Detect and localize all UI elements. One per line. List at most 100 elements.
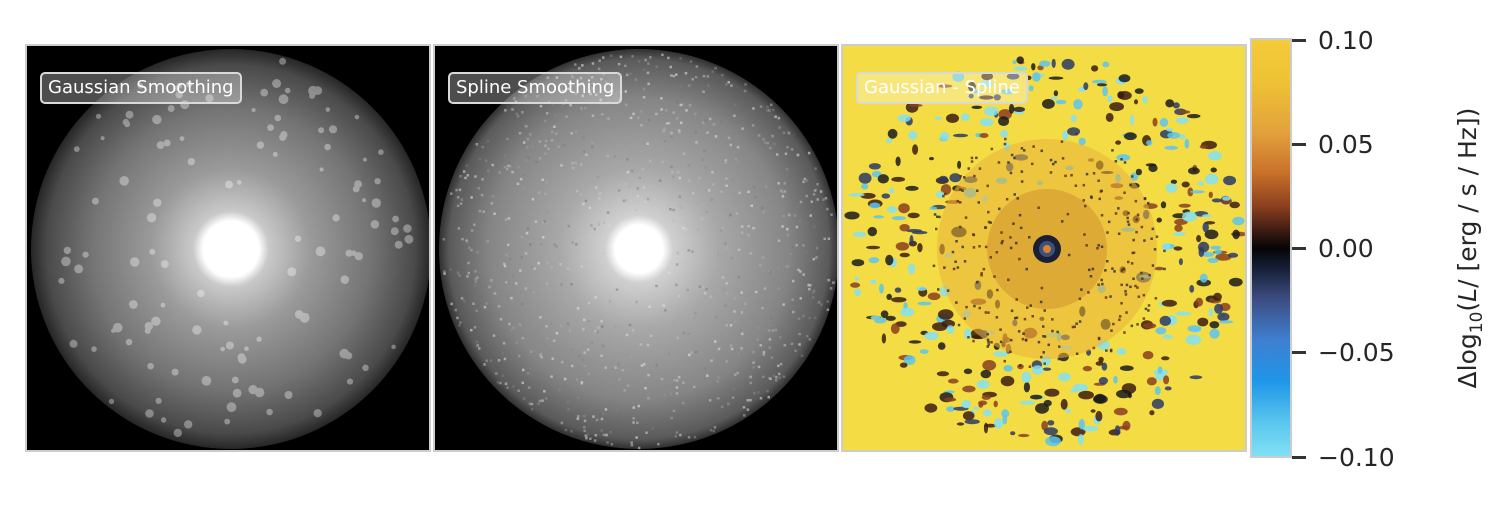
texture-blob [937, 342, 946, 350]
texture-grain [736, 371, 739, 375]
texture-blob [1065, 408, 1071, 414]
texture-speck [108, 398, 115, 405]
texture-blob [927, 292, 941, 301]
texture-speck [279, 57, 287, 65]
texture-dot [980, 272, 983, 275]
texture-blob [1002, 414, 1008, 425]
texture-dot [1052, 162, 1055, 166]
texture-grain [815, 246, 819, 250]
texture-grain [602, 433, 606, 437]
texture-dot [1042, 351, 1045, 354]
texture-blob [1113, 375, 1118, 384]
texture-grain [541, 178, 544, 181]
texture-grain [682, 331, 686, 335]
texture-blob [980, 369, 992, 379]
texture-dot [1107, 220, 1111, 224]
texture-grain [618, 378, 621, 381]
texture-grain [477, 187, 480, 190]
texture-grain [812, 291, 815, 294]
texture-grain [766, 109, 769, 112]
difference-image [843, 46, 1245, 450]
texture-dot [1114, 160, 1118, 163]
texture-grain [571, 75, 574, 79]
texture-dot [959, 225, 962, 229]
texture-grain [529, 243, 532, 246]
texture-blob [1202, 214, 1212, 218]
texture-grain [697, 228, 700, 231]
texture-blob [1083, 82, 1089, 91]
texture-grain [546, 210, 549, 214]
texture-grain [600, 429, 603, 432]
texture-grain [508, 258, 512, 261]
texture-grain [628, 185, 631, 189]
texture-grain [601, 388, 604, 392]
texture-dot [972, 246, 976, 249]
texture-grain [775, 376, 778, 379]
texture-grain [684, 71, 688, 75]
texture-blob [886, 293, 892, 300]
texture-grain [581, 82, 584, 85]
texture-grain [660, 108, 663, 111]
texture-grain [586, 433, 590, 436]
texture-blob [1208, 308, 1214, 317]
texture-dot [1005, 198, 1009, 201]
texture-grain [443, 270, 446, 273]
texture-dot [1147, 304, 1151, 307]
texture-grain [641, 168, 645, 171]
texture-grain [539, 316, 542, 319]
texture-grain [778, 376, 781, 379]
texture-dot [1104, 296, 1108, 299]
texture-dot [1070, 174, 1073, 177]
texture-grain [654, 181, 658, 185]
texture-blob [848, 193, 865, 197]
texture-blob [1156, 217, 1162, 223]
texture-grain [779, 362, 783, 366]
texture-grain [538, 140, 542, 143]
texture-dot [1067, 253, 1071, 257]
texture-blob [1127, 392, 1132, 399]
texture-blob [1189, 285, 1195, 293]
texture-speck [284, 391, 293, 399]
texture-grain [529, 240, 533, 243]
texture-grain [531, 144, 535, 148]
texture-grain [777, 182, 780, 185]
texture-grain [523, 173, 526, 177]
texture-grain [771, 134, 774, 138]
texture-blob [1198, 241, 1210, 253]
texture-dot [970, 156, 974, 160]
texture-blob [968, 93, 974, 99]
texture-dot [1017, 330, 1021, 333]
texture-grain [463, 299, 466, 303]
texture-blob [1197, 317, 1209, 327]
texture-grain [775, 186, 779, 190]
texture-blob [1185, 334, 1202, 345]
texture-grain [602, 115, 605, 119]
texture-blob [1077, 434, 1084, 445]
texture-grain [522, 186, 526, 190]
texture-grain [720, 405, 724, 409]
texture-grain [679, 85, 682, 88]
texture-blob [1117, 91, 1132, 100]
texture-blob [1214, 303, 1224, 314]
texture-grain [730, 84, 733, 87]
texture-grain [805, 251, 808, 254]
texture-grain [685, 109, 688, 112]
texture-blob [900, 307, 915, 317]
texture-grain [811, 296, 815, 299]
texture-blob [1181, 181, 1190, 188]
texture-dot [1089, 275, 1093, 278]
texture-grain [604, 408, 608, 411]
texture-grain [583, 425, 586, 429]
texture-blob [1016, 56, 1024, 64]
texture-grain [667, 271, 671, 274]
texture-dot [989, 256, 992, 259]
texture-blob [960, 113, 970, 121]
texture-dot [1153, 248, 1157, 251]
texture-blob [1130, 114, 1135, 126]
texture-blob [1118, 74, 1131, 83]
texture-grain [598, 192, 602, 195]
texture-dot [1111, 267, 1114, 270]
texture-dot [1137, 295, 1141, 298]
colorbar-tick [1292, 351, 1306, 354]
texture-dot [1032, 145, 1035, 148]
